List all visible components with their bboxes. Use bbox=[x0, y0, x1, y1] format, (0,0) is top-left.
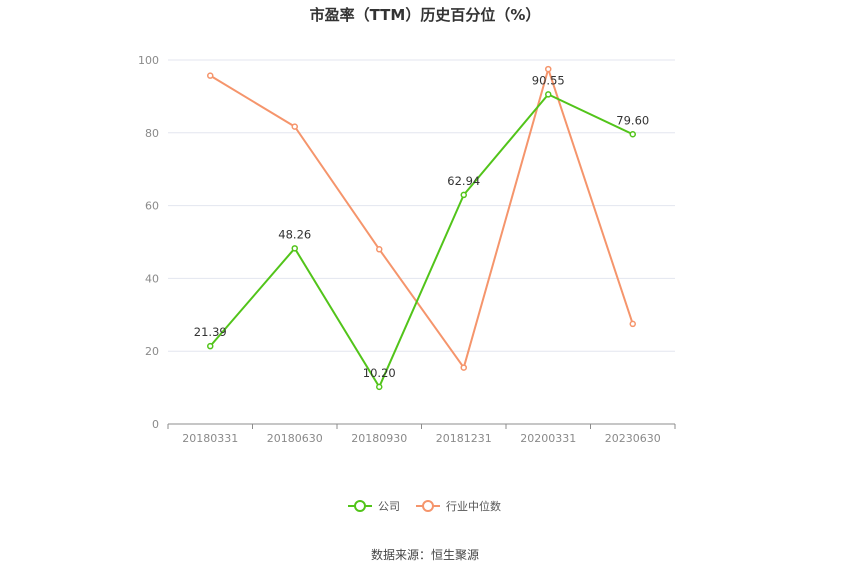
legend-item-0: 公司 bbox=[348, 500, 400, 513]
data-label: 10.20 bbox=[363, 366, 396, 380]
series-line-1 bbox=[209, 68, 634, 369]
data-point bbox=[629, 320, 636, 328]
data-label-layer: 21.39 48.26 10.20 62.94 90.55 79.60 bbox=[194, 73, 649, 379]
y-tick-label: 0 bbox=[152, 418, 159, 431]
x-tick-label: 20181231 bbox=[436, 432, 492, 445]
series-layer bbox=[207, 65, 636, 391]
legend-label: 行业中位数 bbox=[446, 499, 501, 513]
data-point bbox=[207, 342, 214, 350]
x-tick-label: 20180331 bbox=[182, 432, 238, 445]
data-point bbox=[376, 383, 383, 391]
data-label: 90.55 bbox=[532, 73, 565, 87]
x-tick-label: 20200331 bbox=[520, 432, 576, 445]
data-point bbox=[291, 245, 298, 252]
y-tick-label: 100 bbox=[138, 54, 159, 67]
data-point bbox=[460, 364, 467, 371]
legend-swatch-marker bbox=[422, 500, 434, 512]
legend: 公司 行业中位数 bbox=[348, 499, 501, 513]
legend-item-1: 行业中位数 bbox=[416, 499, 501, 513]
data-point bbox=[629, 131, 636, 138]
data-point bbox=[291, 123, 298, 130]
x-tick-label: 20230630 bbox=[605, 432, 661, 445]
data-point bbox=[376, 246, 383, 253]
data-label: 48.26 bbox=[278, 227, 311, 241]
legend-label: 公司 bbox=[378, 500, 400, 513]
grid-layer bbox=[168, 59, 675, 352]
data-label: 79.60 bbox=[616, 113, 649, 127]
y-tick-label: 60 bbox=[145, 200, 159, 213]
chart-title: 市盈率（TTM）历史百分位（%） bbox=[310, 6, 541, 24]
y-tick-label: 80 bbox=[145, 127, 159, 140]
source-note: 数据来源：恒生聚源 bbox=[371, 547, 479, 562]
data-label: 62.94 bbox=[447, 174, 480, 188]
y-tick-label: 20 bbox=[145, 345, 159, 358]
x-tick-label: 20180930 bbox=[351, 432, 407, 445]
legend-swatch-marker bbox=[354, 500, 366, 512]
data-point bbox=[460, 191, 467, 199]
y-tick-label: 40 bbox=[145, 272, 159, 285]
data-point bbox=[545, 65, 552, 73]
axis-layer: 0 20 40 60 80 100 20180331 20180630 20180930 2018… bbox=[138, 54, 676, 445]
x-tick-label: 20180630 bbox=[267, 432, 323, 445]
series-line-0 bbox=[209, 93, 634, 388]
data-label: 21.39 bbox=[194, 325, 227, 339]
data-point bbox=[545, 91, 552, 98]
data-point bbox=[207, 72, 214, 79]
